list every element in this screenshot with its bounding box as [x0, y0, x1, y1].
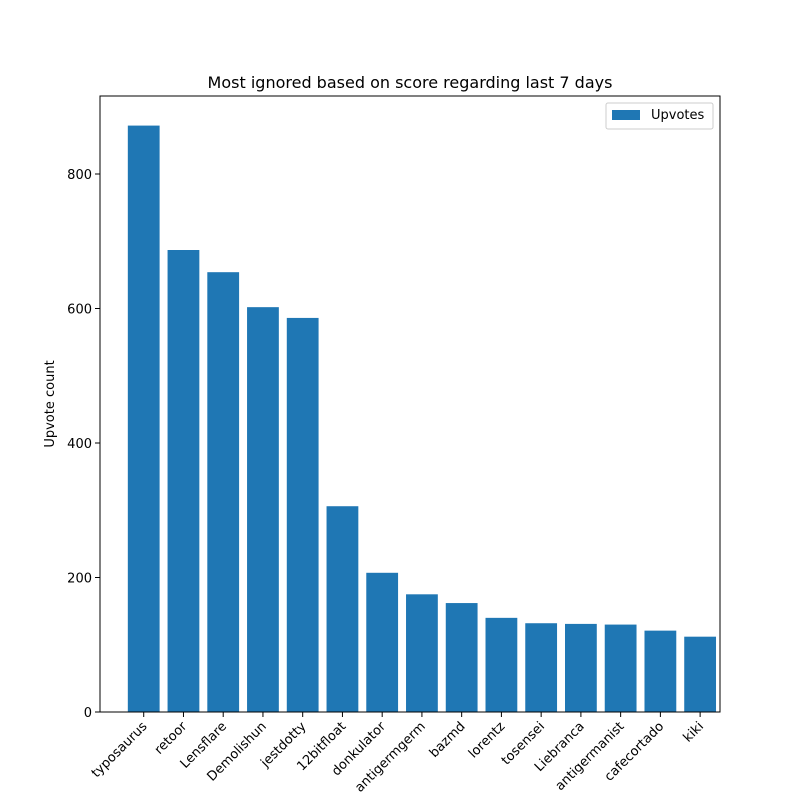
bar-lorentz: [485, 617, 518, 712]
x-tick-label: antigermanist: [553, 719, 628, 794]
x-tick-label: kiki: [681, 719, 707, 745]
legend-swatch: [612, 110, 640, 120]
y-axis: 0 200 400 600 800: [67, 168, 100, 721]
y-axis-label: Upvote count: [43, 360, 58, 447]
bar-antigermgerm: [406, 594, 438, 712]
bar-Demolishun: [247, 307, 279, 712]
bar-bazmd: [445, 603, 478, 712]
y-tick-label: 200: [67, 572, 92, 587]
plot-frame: [99, 95, 721, 713]
y-tick-label: 400: [67, 437, 92, 452]
bars-group: [127, 125, 717, 713]
legend: Upvotes: [605, 102, 714, 130]
bar-donkulator: [366, 572, 399, 712]
bar-kiki: [684, 636, 717, 712]
y-tick-label: 600: [67, 303, 92, 318]
bar-antigermanist: [604, 624, 637, 712]
y-tick-label: 0: [84, 706, 92, 721]
y-tick-label: 800: [67, 168, 92, 183]
bar-typosaurus: [127, 125, 160, 713]
bar-cafecortado: [644, 630, 677, 712]
legend-label: Upvotes: [651, 108, 705, 123]
x-tick-label: antigermgerm: [352, 719, 428, 795]
bar-tosensei: [525, 623, 558, 712]
x-tick-label: retoor: [152, 719, 191, 758]
bar-12bitfloat: [326, 506, 359, 712]
legend-frame: [605, 102, 714, 130]
bar-Liebranca: [565, 623, 597, 712]
bar-jestdotty: [286, 317, 319, 712]
bar-Lensflare: [207, 272, 240, 712]
x-axis: typosaurus retoorLensflareDemolishunjestd…: [89, 712, 707, 796]
x-tick-label: typosaurus: [89, 719, 151, 781]
x-tick-label: bazmd: [427, 719, 469, 761]
bar-retoor: [167, 250, 200, 712]
chart-title: Most ignored based on score regarding la…: [208, 73, 613, 92]
